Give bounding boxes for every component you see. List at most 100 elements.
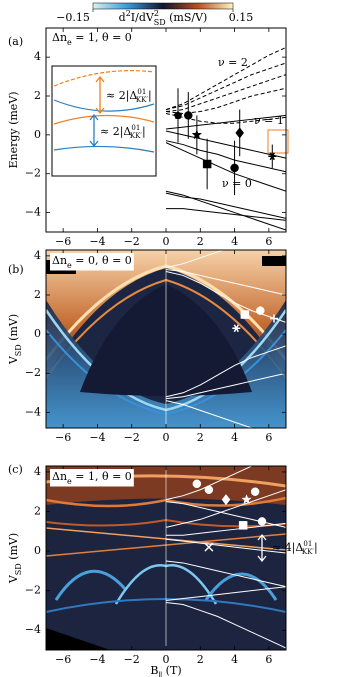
panel-label: (b) bbox=[8, 263, 24, 276]
marker bbox=[240, 310, 250, 319]
inset-arrow bbox=[95, 75, 105, 115]
annotation-box bbox=[50, 253, 134, 271]
text-part: Δn bbox=[52, 31, 67, 44]
text-part: | bbox=[142, 125, 146, 139]
plot-area bbox=[165, 250, 286, 428]
text-part: 2 bbox=[154, 9, 159, 18]
heatmap-mask bbox=[262, 256, 286, 266]
y-tick-label: −4 bbox=[25, 623, 41, 636]
colorbar-tick-label: −0.15 bbox=[56, 11, 90, 24]
text-part: Energy (meV) bbox=[7, 91, 20, 168]
text-part: 01 bbox=[137, 88, 146, 96]
marker bbox=[221, 494, 231, 506]
marker bbox=[202, 159, 212, 169]
plot-area bbox=[165, 46, 286, 231]
inset-frame bbox=[51, 65, 157, 177]
marker bbox=[268, 152, 277, 161]
annotation-box bbox=[50, 469, 134, 487]
curve bbox=[165, 400, 254, 428]
x-tick-label: 6 bbox=[265, 653, 272, 666]
text-part: (mS/V) bbox=[166, 11, 208, 24]
y-tick-label: −4 bbox=[25, 405, 41, 418]
panel-label: (c) bbox=[8, 463, 23, 476]
y-axis-label: Energy (meV) bbox=[7, 91, 20, 168]
x-tick-label: −2 bbox=[124, 653, 140, 666]
text-part: B bbox=[150, 664, 158, 677]
text-part: = 1, θ = 0 bbox=[72, 470, 132, 483]
marker bbox=[184, 111, 193, 120]
x-tick-label: −2 bbox=[124, 431, 140, 444]
y-tick-label: −2 bbox=[25, 584, 41, 597]
colorbar-tick-label: 0.15 bbox=[229, 11, 254, 24]
x-axis-label: B∥ (T) bbox=[150, 664, 181, 677]
annotation: ν = 1 bbox=[254, 114, 284, 127]
text-part: = 0, θ = 0 bbox=[72, 254, 132, 267]
y-tick-label: 4 bbox=[34, 50, 41, 63]
curve bbox=[165, 87, 286, 114]
marker bbox=[256, 306, 265, 315]
y-tick-label: 0 bbox=[34, 327, 41, 340]
colorbar-label: d2I/dV2 SD (mS/V) bbox=[119, 9, 208, 27]
inset-curve bbox=[53, 114, 155, 125]
curve bbox=[165, 466, 253, 501]
text-part: ν = 0 bbox=[222, 177, 252, 190]
inset-curve bbox=[53, 145, 155, 153]
text-part: V bbox=[7, 574, 20, 584]
annotation: ν = 2 bbox=[218, 56, 248, 69]
text-part: Δn bbox=[52, 254, 67, 267]
x-tick-label: 4 bbox=[231, 235, 238, 248]
marker bbox=[232, 324, 241, 333]
inset-arrow bbox=[89, 113, 99, 148]
marker bbox=[191, 129, 203, 140]
text-part: 2 bbox=[126, 9, 131, 18]
text-part: ν = 1 bbox=[254, 114, 284, 127]
curve bbox=[165, 538, 286, 554]
x-tick-label: −4 bbox=[89, 235, 105, 248]
text-part: | bbox=[148, 89, 152, 103]
plot-area bbox=[165, 466, 286, 649]
y-tick-label: −2 bbox=[25, 167, 41, 180]
text-part: SD bbox=[14, 563, 23, 575]
text-part: KK′ bbox=[302, 548, 314, 556]
x-tick-label: 2 bbox=[197, 431, 204, 444]
x-tick-label: −4 bbox=[89, 431, 105, 444]
y-tick-label: 0 bbox=[34, 544, 41, 557]
curve bbox=[165, 271, 286, 323]
annotation: Δne = 1, θ = 0 bbox=[52, 31, 132, 47]
text-part: = 1, θ = 0 bbox=[72, 31, 132, 44]
y-tick-label: 0 bbox=[34, 128, 41, 141]
curve bbox=[165, 62, 286, 111]
text-part: SD bbox=[14, 344, 23, 356]
text-part: Δn bbox=[52, 470, 67, 483]
y-tick-label: 2 bbox=[34, 89, 41, 102]
text-part: 01 bbox=[131, 124, 140, 132]
x-tick-label: 0 bbox=[163, 653, 170, 666]
curve bbox=[165, 586, 286, 602]
x-tick-label: 6 bbox=[265, 235, 272, 248]
text-part: (T) bbox=[162, 664, 181, 677]
curve bbox=[165, 114, 286, 130]
curve bbox=[165, 602, 286, 649]
y-tick-label: −2 bbox=[25, 366, 41, 379]
x-tick-label: −6 bbox=[55, 431, 71, 444]
y-tick-label: 2 bbox=[34, 288, 41, 301]
text-part: ν = 2 bbox=[218, 56, 248, 69]
text-part: ∥ bbox=[158, 671, 162, 677]
text-part: e bbox=[67, 38, 72, 47]
text-part: 01 bbox=[303, 540, 312, 548]
inset-curve bbox=[53, 99, 155, 112]
x-tick-label: 0 bbox=[163, 431, 170, 444]
text-part: V bbox=[7, 355, 20, 365]
colorbar bbox=[92, 2, 234, 10]
x-tick-label: 4 bbox=[231, 431, 238, 444]
heatmap-image bbox=[46, 250, 286, 428]
heatmap-mask bbox=[46, 628, 110, 650]
curve bbox=[165, 190, 286, 231]
text-part: ≈ 4|Δ bbox=[272, 541, 303, 555]
y-axis-label: VSD (mV) bbox=[7, 314, 23, 365]
marker bbox=[235, 127, 245, 139]
marker bbox=[173, 111, 183, 119]
y-tick-label: 2 bbox=[34, 505, 41, 518]
x-tick-label: 2 bbox=[197, 653, 204, 666]
